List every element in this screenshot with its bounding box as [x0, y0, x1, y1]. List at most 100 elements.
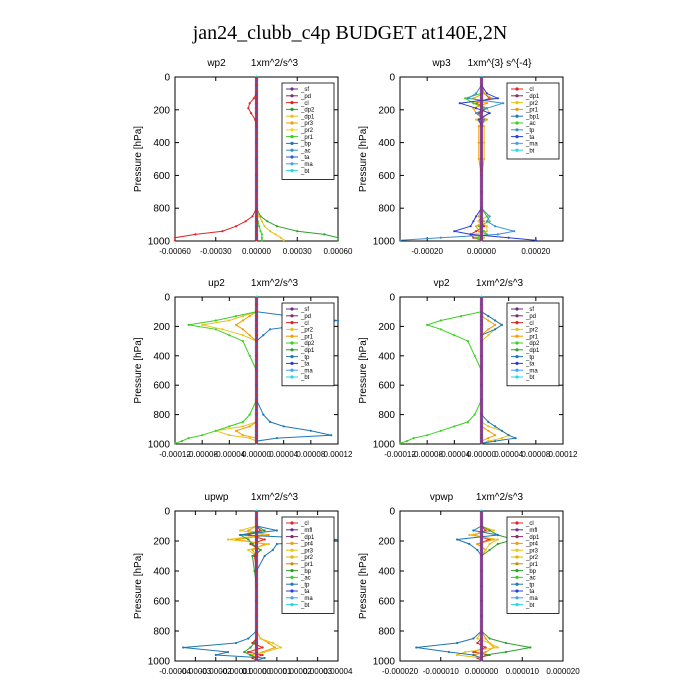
legend-marker [515, 375, 519, 379]
legend-marker [515, 355, 519, 359]
data-point [275, 225, 278, 228]
data-point [494, 328, 497, 331]
x-tick-label: 0.00012 [549, 450, 578, 459]
data-point [487, 315, 490, 318]
data-point [439, 319, 442, 322]
panel-units: 1xm^2/s^3 [476, 278, 524, 289]
y-tick-label: 200 [378, 105, 395, 116]
data-point [439, 328, 442, 331]
x-tick-label: 0.00000 [467, 450, 496, 459]
data-point [439, 429, 442, 432]
data-point [251, 542, 254, 546]
legend-entry: _pr2 [300, 555, 314, 561]
data-point [248, 315, 251, 318]
legend-marker [290, 327, 294, 331]
legend-marker [290, 148, 294, 152]
legend-entry: _pr2 [525, 101, 539, 107]
legend-entry: _pr2 [300, 128, 314, 134]
data-point [271, 548, 274, 552]
panel-units: 1xm^2/s^3 [251, 278, 299, 289]
data-point [473, 354, 476, 357]
data-point [398, 239, 402, 242]
x-tick-label: 0.00060 [324, 247, 353, 256]
legend-entry: _ma [300, 596, 313, 602]
legend-entry: _pr4 [300, 542, 314, 548]
figure-title: jan24_clubb_c4p BUDGET at140E,2N [192, 22, 508, 44]
data-point [483, 236, 486, 239]
legend-entry: _ma [525, 142, 538, 148]
legend-entry: _mfl [525, 528, 537, 534]
data-point [496, 538, 499, 541]
data-point [488, 637, 491, 640]
data-point [460, 315, 463, 318]
data-point [453, 230, 456, 233]
x-tick-label: -0.000020 [382, 667, 419, 676]
legend-entry: _bp [300, 142, 312, 148]
data-point [221, 230, 224, 233]
data-point [187, 323, 190, 326]
legend-entry: _ac [300, 576, 311, 582]
data-point [472, 650, 475, 654]
x-tick-label: 0.00030 [283, 247, 312, 256]
data-point [485, 102, 488, 105]
data-point [472, 220, 475, 223]
data-point [476, 548, 479, 552]
series-line-dp2 [399, 297, 482, 444]
data-point [514, 437, 517, 440]
y-axis-label: Pressure [hPa] [358, 337, 369, 403]
legend-entry: _mfl [300, 528, 312, 534]
y-tick-label: 800 [378, 627, 395, 638]
legend-entry: _pr2 [300, 328, 314, 334]
data-point [477, 220, 480, 223]
data-point [273, 646, 276, 649]
x-tick-label: 0.00004 [269, 450, 298, 459]
x-tick-label: 0.000010 [506, 667, 540, 676]
data-point [426, 323, 429, 326]
legend-entry: _ac [525, 121, 536, 127]
data-point [485, 225, 488, 228]
series-line-ac [463, 77, 491, 241]
data-point [484, 637, 487, 640]
data-point [456, 538, 459, 541]
legend-marker [290, 121, 294, 125]
x-tick-label: 0.00002 [283, 667, 312, 676]
y-tick-label: 800 [153, 204, 170, 215]
y-tick-label: 400 [153, 351, 170, 362]
legend-marker [515, 368, 519, 372]
legend-marker [290, 541, 294, 546]
x-tick-label: -0.00008 [186, 450, 218, 459]
legend-entry: _pd [300, 94, 311, 100]
x-tick-label: 0.00000 [467, 247, 496, 256]
data-point [475, 92, 478, 95]
legend-entry: _sf [525, 307, 534, 313]
data-point [274, 233, 277, 236]
data-point [483, 92, 486, 95]
data-point [228, 319, 231, 322]
x-tick-label: 0.00000 [242, 450, 271, 459]
data-point [513, 230, 516, 233]
panel-title: vpwp [430, 492, 454, 503]
legend-entry: _bt [525, 603, 535, 609]
y-tick-label: 200 [378, 537, 395, 548]
panel-wp3: wp3 1xm^{3} s^{-4} 0 200 400 600 800 1000 Pressu… [358, 58, 564, 256]
legend-entry: _sf [300, 87, 309, 93]
data-point [251, 215, 254, 218]
y-tick-label: 1000 [148, 440, 171, 451]
legend-marker [290, 535, 294, 539]
legend-marker [290, 368, 294, 372]
legend-entry: _ma [525, 368, 538, 374]
legend-entry: _tp [300, 355, 310, 361]
legend-marker [515, 141, 519, 145]
legend-entry: _dp2 [300, 108, 315, 114]
legend-marker [515, 535, 519, 539]
x-tick-label: 0.00008 [296, 450, 325, 459]
panel-title: upwp [205, 492, 229, 503]
data-point [260, 233, 263, 236]
legend-entry: _bp [300, 569, 312, 575]
data-point [235, 225, 238, 228]
data-point [275, 542, 278, 546]
y-tick-label: 1000 [373, 237, 396, 248]
data-point [476, 637, 479, 640]
data-point [472, 653, 475, 657]
legend-entry: _pr1 [300, 334, 314, 340]
